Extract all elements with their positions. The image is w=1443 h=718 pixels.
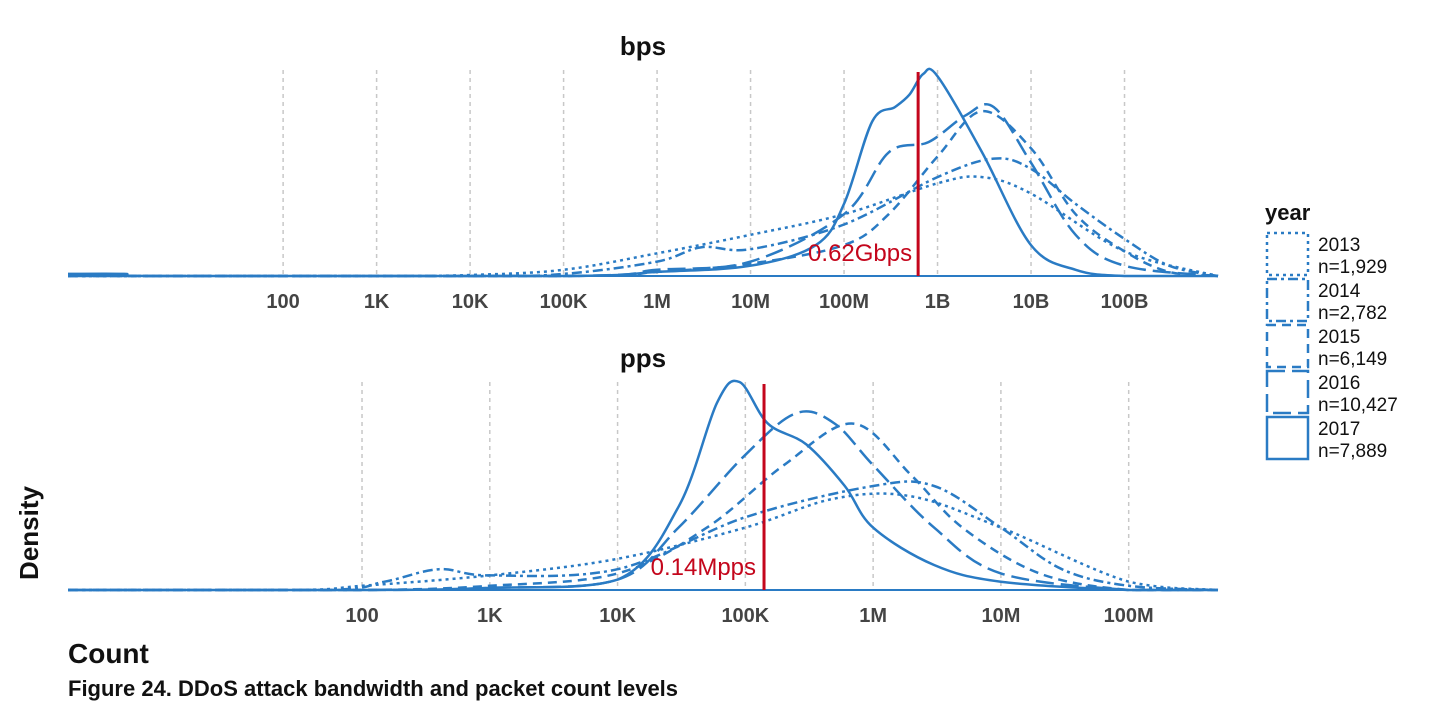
bps-median-label: 0.62Gbps	[808, 240, 912, 267]
legend-year: 2017	[1318, 419, 1360, 440]
legend-year: 2016	[1318, 373, 1360, 394]
bps-x-tick-label: 1M	[643, 291, 671, 313]
legend-key-2016	[1265, 369, 1310, 415]
legend-year: 2014	[1318, 281, 1361, 302]
legend-key-2014	[1265, 277, 1310, 323]
pps-x-tick-label: 10M	[981, 605, 1020, 627]
pps-x-tick-label: 100	[345, 605, 378, 627]
pps-density-2014	[68, 480, 1219, 592]
bps-x-tick-label: 1B	[925, 291, 951, 313]
bps-density-2013	[68, 175, 1219, 278]
legend-year: 2013	[1318, 235, 1360, 256]
pps-median-label: 0.14Mpps	[651, 554, 756, 581]
bps-plot-area: 100 1K 10K 100K 1M 10M 100M 1B 10B 100B 0.62Gbps	[67, 67, 1219, 313]
bps-x-tick-label: 100B	[1101, 291, 1149, 313]
x-axis-label: Count	[68, 638, 149, 669]
pps-plot-area: 100 1K 10K 100K 1M 10M 100M 0.14Mpps	[68, 379, 1219, 627]
bps-x-tick-label: 10M	[731, 291, 770, 313]
bps-density-2016	[68, 102, 1219, 278]
legend-title: year	[1265, 200, 1311, 225]
bps-density-2015	[68, 109, 1219, 278]
pps-density-2017	[68, 379, 1218, 592]
pps-x-tick-label: 1M	[859, 605, 887, 627]
bps-x-tick-label: 100M	[819, 291, 869, 313]
bps-x-tick-label: 10K	[452, 291, 489, 313]
legend-count: n=7,889	[1318, 441, 1387, 462]
legend-key-2017	[1265, 415, 1310, 461]
y-axis-label: Density	[14, 486, 44, 580]
legend: year 2013n=1,9292014n=2,7822015n=6,14920…	[1265, 200, 1398, 462]
bps-density-2017	[67, 67, 1218, 278]
legend-key-2015	[1265, 323, 1310, 369]
pps-x-tick-label: 100M	[1104, 605, 1154, 627]
figure-caption: Figure 24. DDoS attack bandwidth and pac…	[68, 676, 678, 701]
legend-count: n=10,427	[1318, 395, 1398, 416]
bps-x-tick-label: 100	[266, 291, 299, 313]
legend-count: n=1,929	[1318, 257, 1387, 278]
pps-x-tick-label: 100K	[721, 605, 769, 627]
pps-panel-title: pps	[620, 343, 666, 373]
bps-panel-title: bps	[620, 31, 666, 61]
bps-x-tick-label: 10B	[1013, 291, 1050, 313]
legend-year: 2015	[1318, 327, 1360, 348]
legend-count: n=2,782	[1318, 303, 1387, 324]
bps-x-tick-label: 1K	[364, 291, 390, 313]
pps-x-tick-label: 10K	[599, 605, 636, 627]
legend-key-2013	[1265, 231, 1310, 277]
bps-x-tick-label: 100K	[540, 291, 588, 313]
legend-count: n=6,149	[1318, 349, 1387, 370]
pps-x-tick-label: 1K	[477, 605, 503, 627]
